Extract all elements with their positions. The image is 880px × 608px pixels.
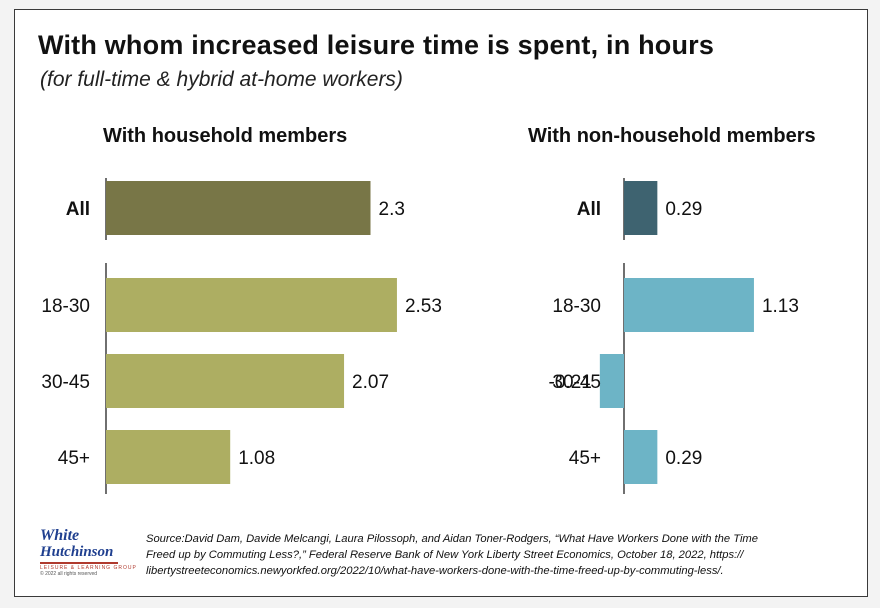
- logo-line3: LEISURE & LEARNING GROUP: [40, 565, 137, 571]
- source-line: libertystreeteconomics.newyorkfed.org/20…: [146, 565, 724, 577]
- nonhousehold-category-label: 45+: [569, 448, 601, 469]
- logo-line1: White: [40, 527, 80, 544]
- household-category-label: 30-45: [41, 372, 90, 393]
- chart-title: With whom increased leisure time is spen…: [38, 30, 715, 60]
- household-bar-45+: [106, 430, 231, 484]
- nonhousehold-category-label: 30-45: [552, 372, 601, 393]
- household-panel-title: With household members: [103, 125, 348, 147]
- logo-line4: © 2022 all rights reserved: [40, 571, 98, 577]
- household-bar-30-45: [106, 354, 345, 408]
- household-bar-All: [106, 181, 371, 235]
- nonhousehold-value-label: 1.13: [762, 296, 799, 317]
- household-category-label: 18-30: [41, 296, 90, 317]
- nonhousehold-value-label: -0.21: [549, 372, 592, 393]
- chart-subtitle: (for full-time & hybrid at-home workers): [40, 68, 403, 91]
- household-bar-18-30: [106, 278, 397, 332]
- nonhousehold-panel-title: With non-household members: [528, 125, 816, 147]
- logo-line2: Hutchinson: [40, 544, 114, 560]
- nonhousehold-bar-18-30: [624, 278, 754, 332]
- household-category-label: All: [66, 199, 90, 220]
- source-citation: Source:David Dam, Davide Melcangi, Laura…: [146, 531, 856, 579]
- household-value-label: 2.53: [405, 296, 442, 317]
- nonhousehold-value-label: 0.29: [665, 199, 702, 220]
- logo-swoosh: [40, 562, 118, 564]
- nonhousehold-value-label: 0.29: [665, 448, 702, 469]
- nonhousehold-category-label: 18-30: [552, 296, 601, 317]
- nonhousehold-bar-30-45: [599, 354, 624, 408]
- nonhousehold-bar-45+: [624, 430, 658, 484]
- source-line: Source:David Dam, Davide Melcangi, Laura…: [146, 533, 758, 545]
- household-value-label: 2.3: [379, 199, 405, 220]
- nonhousehold-category-label: All: [577, 199, 601, 220]
- white-hutchinson-logo: White Hutchinson LEISURE & LEARNING GROU…: [40, 527, 137, 580]
- nonhousehold-bar-All: [624, 181, 658, 235]
- source-line: Freed up by Commuting Less?,” Federal Re…: [146, 549, 744, 561]
- household-value-label: 2.07: [352, 372, 389, 393]
- household-category-label: 45+: [58, 448, 90, 469]
- household-value-label: 1.08: [238, 448, 275, 469]
